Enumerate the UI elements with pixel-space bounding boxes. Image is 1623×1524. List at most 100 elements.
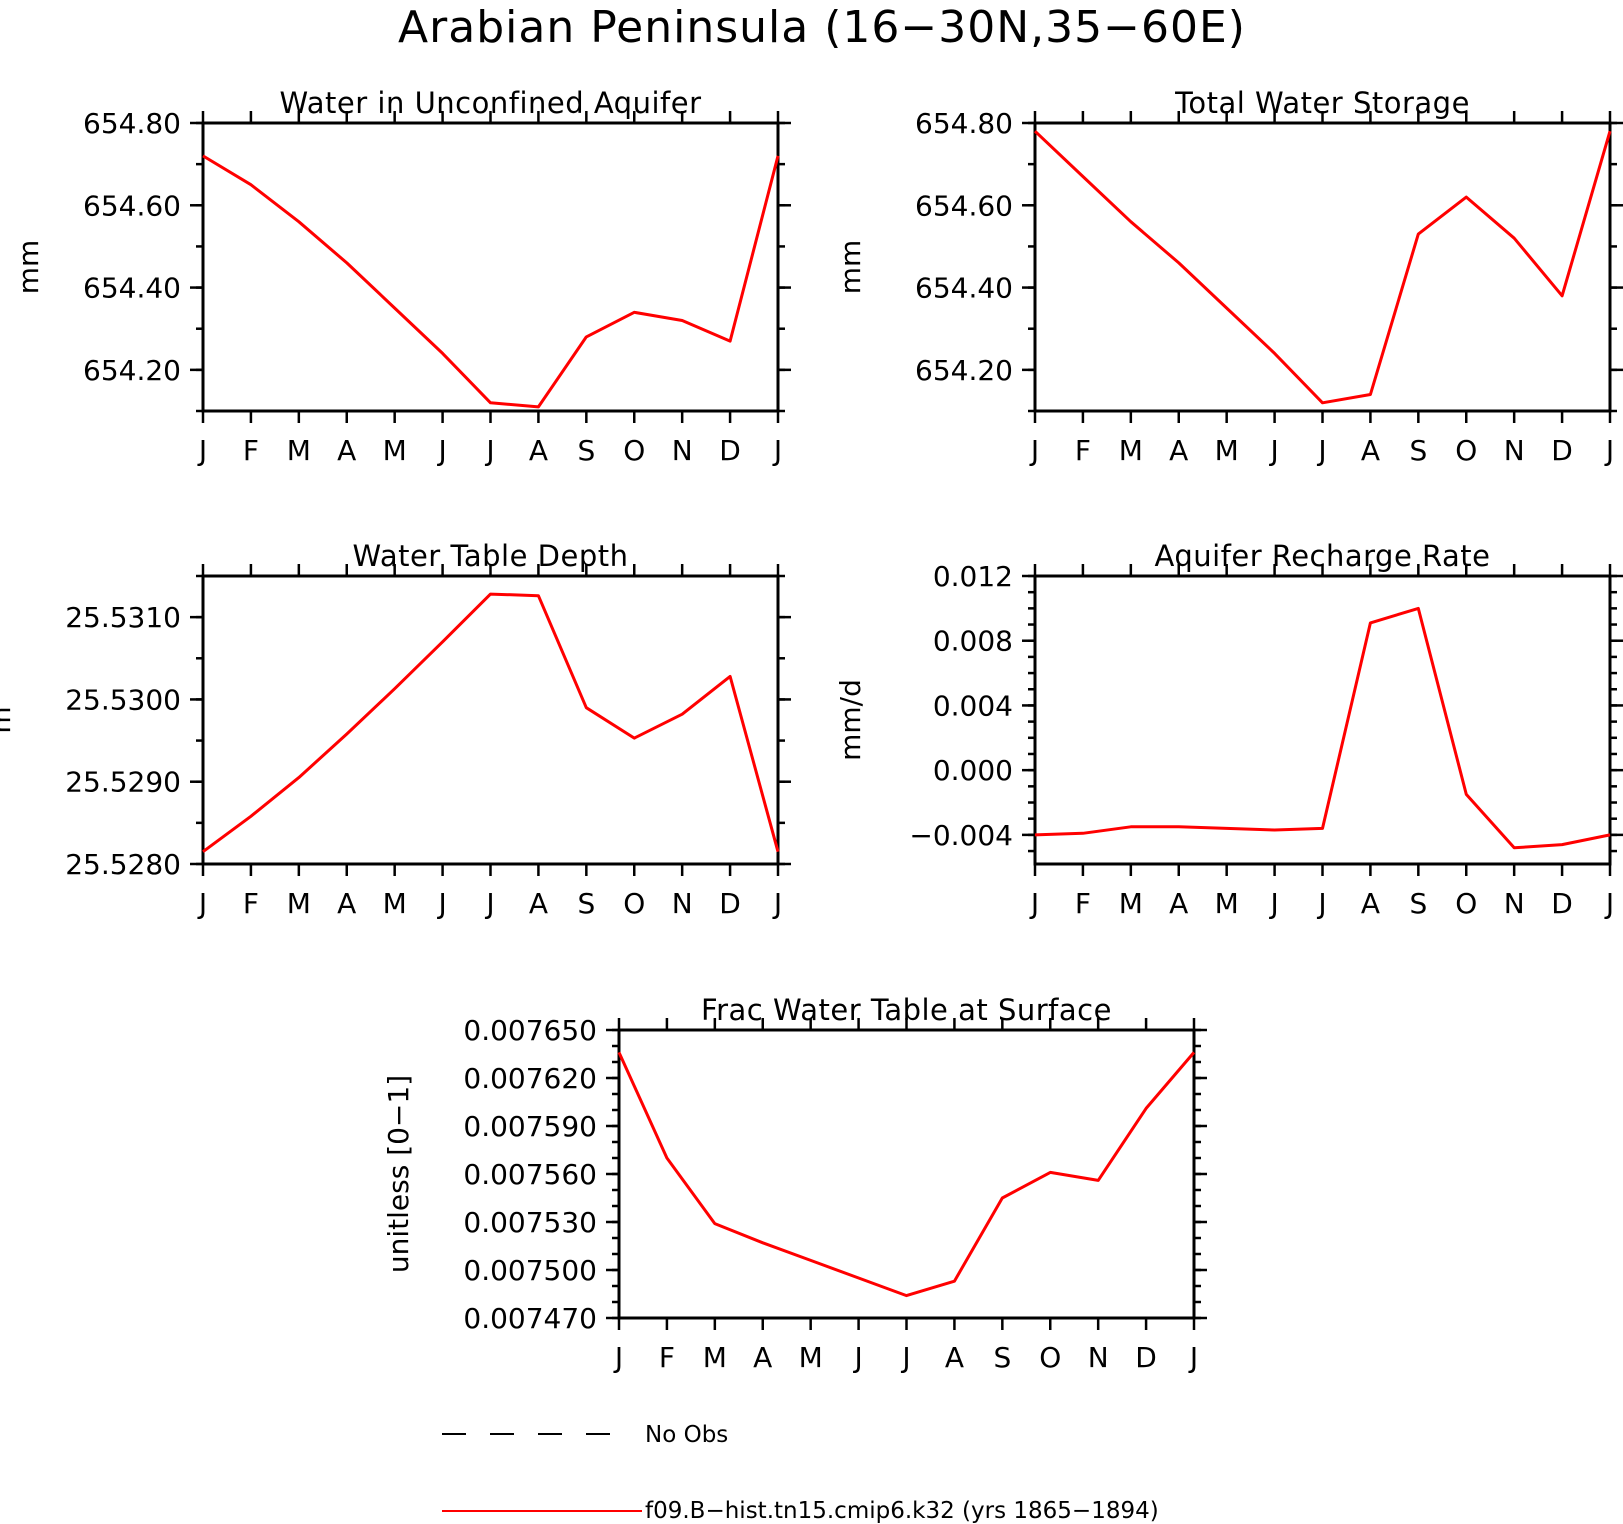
y-tick-label: 654.20 [83, 354, 181, 387]
x-tick-label: N [1504, 887, 1525, 920]
series-line [1033, 130, 1612, 405]
y-tick-label: 654.40 [83, 272, 181, 305]
x-tick-label: M [703, 1341, 727, 1374]
x-tick-label: A [1361, 434, 1380, 467]
y-axis-label: m [0, 706, 17, 733]
y-tick-label: 25.5290 [65, 766, 181, 799]
legend: No Obs f09.B−hist.tn15.cmip6.k32 (yrs 18… [442, 1422, 1159, 1524]
x-tick-label: A [1169, 887, 1188, 920]
y-tick-label: 654.80 [915, 107, 1013, 140]
x-tick-label: S [577, 887, 595, 920]
x-tick-label: M [383, 887, 407, 920]
legend-model-label: f09.B−hist.tn15.cmip6.k32 (yrs 1865−1894… [645, 1498, 1159, 1524]
x-tick-label: J [484, 434, 494, 467]
plot-frame [201, 574, 780, 866]
x-tick-label: J [1316, 434, 1326, 467]
x-tick-label: J [1029, 887, 1039, 920]
y-tick-label: 0.004 [933, 689, 1013, 722]
y-tick-label: 0.007620 [463, 1062, 597, 1095]
x-tick-label: D [1551, 887, 1573, 920]
y-axis-label: mm/d [834, 679, 867, 761]
x-tick-label: J [197, 434, 207, 467]
y-tick-label: 0.012 [933, 560, 1013, 593]
y-tick-label: 0.007650 [463, 1014, 597, 1047]
x-tick-label: O [623, 887, 645, 920]
x-tick-label: A [337, 887, 356, 920]
y-tick-label: 0.007470 [463, 1302, 597, 1335]
x-tick-label: J [1029, 434, 1039, 467]
x-tick-label: M [1119, 434, 1143, 467]
series-line [202, 154, 780, 409]
x-tick-label: S [1409, 434, 1427, 467]
x-tick-label: A [1361, 887, 1380, 920]
x-tick-label: F [243, 887, 259, 920]
y-tick-label: 654.60 [83, 189, 181, 222]
x-tick-label: J [436, 887, 446, 920]
x-tick-label: M [1215, 887, 1239, 920]
y-tick-label: 25.5300 [65, 683, 181, 716]
x-tick-label: F [1075, 887, 1091, 920]
y-tick-label: 654.40 [915, 272, 1013, 305]
x-tick-label: N [1088, 1341, 1109, 1374]
x-tick-label: J [772, 887, 782, 920]
plot-frame [201, 121, 780, 413]
x-tick-label: J [852, 1341, 862, 1374]
x-tick-label: J [197, 887, 207, 920]
x-tick-label: J [1268, 434, 1278, 467]
x-tick-label: A [337, 434, 356, 467]
x-tick-label: M [799, 1341, 823, 1374]
x-tick-label: A [753, 1341, 772, 1374]
x-tick-label: M [287, 887, 311, 920]
y-tick-label: 0.007590 [463, 1110, 597, 1143]
x-tick-label: D [719, 887, 741, 920]
y-axis-label: unitless [0−1] [382, 1075, 415, 1273]
y-tick-label: 654.60 [915, 189, 1013, 222]
x-tick-label: F [1075, 434, 1091, 467]
y-tick-label: 654.20 [915, 354, 1013, 387]
x-tick-label: F [659, 1341, 675, 1374]
x-tick-label: F [243, 434, 259, 467]
x-tick-label: J [436, 434, 446, 467]
y-tick-label: 25.5280 [65, 848, 181, 881]
plot-frame [1033, 574, 1612, 866]
plot-frame [617, 1028, 1196, 1320]
x-tick-label: D [1551, 434, 1573, 467]
x-tick-label: J [1316, 887, 1326, 920]
x-tick-label: A [1169, 434, 1188, 467]
legend-obs-label: No Obs [645, 1422, 728, 1448]
x-tick-label: J [1604, 434, 1614, 467]
x-tick-label: J [484, 887, 494, 920]
x-tick-label: S [577, 434, 595, 467]
x-tick-label: M [287, 434, 311, 467]
x-tick-label: A [529, 887, 548, 920]
plot-frame [1033, 121, 1612, 413]
y-axis-label: mm [12, 240, 45, 295]
series-line [202, 592, 780, 853]
series-line [1034, 606, 1611, 850]
x-tick-label: N [1504, 434, 1525, 467]
x-tick-label: J [1188, 1341, 1198, 1374]
x-tick-label: N [672, 434, 693, 467]
x-tick-label: D [719, 434, 741, 467]
x-tick-label: O [1455, 887, 1477, 920]
x-tick-label: S [1409, 887, 1427, 920]
x-tick-label: J [1268, 887, 1278, 920]
y-tick-label: 0.008 [933, 625, 1013, 658]
x-tick-label: A [945, 1341, 964, 1374]
x-tick-label: M [383, 434, 407, 467]
series-line [617, 1051, 1196, 1298]
x-tick-label: J [1604, 887, 1614, 920]
x-tick-label: J [613, 1341, 623, 1374]
x-tick-label: O [623, 434, 645, 467]
y-tick-label: 0.007500 [463, 1254, 597, 1287]
x-tick-label: S [993, 1341, 1011, 1374]
y-tick-label: 654.80 [83, 107, 181, 140]
x-tick-label: J [772, 434, 782, 467]
